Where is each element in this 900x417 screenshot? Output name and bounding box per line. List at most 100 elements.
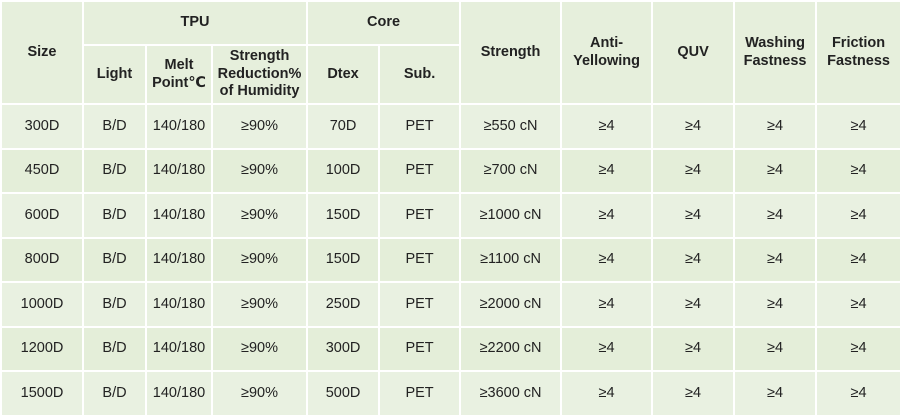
cell-washing-fastness: ≥4 xyxy=(733,236,818,283)
cell-light: B/D xyxy=(82,192,147,239)
header-strength-reduction: Strength Reduction% of Humidity xyxy=(210,44,309,105)
cell-melt-point: 140/180 xyxy=(145,236,213,283)
cell-quv: ≥4 xyxy=(651,370,736,417)
cell-friction-fastness: ≥4 xyxy=(815,325,900,372)
cell-size: 600D xyxy=(0,192,84,239)
cell-quv: ≥4 xyxy=(651,147,736,194)
cell-dtex: 500D xyxy=(306,370,381,417)
table-row: 800D B/D 140/180 ≥90% 150D PET ≥1100 cN … xyxy=(0,236,900,283)
header-anti-yellowing: Anti-Yellowing xyxy=(560,0,654,105)
cell-strength-reduction: ≥90% xyxy=(210,281,309,328)
cell-strength-reduction: ≥90% xyxy=(210,325,309,372)
cell-anti-yellowing: ≥4 xyxy=(560,192,654,239)
cell-strength-reduction: ≥90% xyxy=(210,370,309,417)
header-tpu-group: TPU xyxy=(81,0,309,46)
cell-washing-fastness: ≥4 xyxy=(733,281,818,328)
cell-light: B/D xyxy=(82,325,147,372)
cell-dtex: 150D xyxy=(306,236,381,283)
cell-melt-point: 140/180 xyxy=(145,192,213,239)
table-body: 300D B/D 140/180 ≥90% 70D PET ≥550 cN ≥4… xyxy=(0,103,900,417)
cell-size: 1000D xyxy=(0,281,84,328)
cell-strength-reduction: ≥90% xyxy=(210,192,309,239)
cell-strength-reduction: ≥90% xyxy=(210,147,309,194)
cell-size: 800D xyxy=(0,236,84,283)
cell-friction-fastness: ≥4 xyxy=(815,103,900,150)
cell-anti-yellowing: ≥4 xyxy=(560,370,654,417)
cell-size: 1500D xyxy=(0,370,84,417)
cell-melt-point: 140/180 xyxy=(145,103,213,150)
cell-melt-point: 140/180 xyxy=(145,281,213,328)
cell-anti-yellowing: ≥4 xyxy=(560,281,654,328)
header-row-top: Size TPU Core Strength Anti-Yellowing QU… xyxy=(0,0,900,105)
cell-friction-fastness: ≥4 xyxy=(815,370,900,417)
cell-washing-fastness: ≥4 xyxy=(733,370,818,417)
cell-dtex: 70D xyxy=(306,103,381,150)
cell-sub: PET xyxy=(378,281,462,328)
header-sub: Sub. xyxy=(378,44,462,105)
table-row: 600D B/D 140/180 ≥90% 150D PET ≥1000 cN … xyxy=(0,192,900,239)
cell-size: 300D xyxy=(0,103,84,150)
header-quv: QUV xyxy=(651,0,736,105)
cell-strength-reduction: ≥90% xyxy=(210,103,309,150)
cell-dtex: 300D xyxy=(306,325,381,372)
cell-anti-yellowing: ≥4 xyxy=(560,147,654,194)
cell-sub: PET xyxy=(378,103,462,150)
cell-melt-point: 140/180 xyxy=(145,370,213,417)
cell-strength: ≥700 cN xyxy=(459,147,563,194)
cell-melt-point: 140/180 xyxy=(145,325,213,372)
cell-strength: ≥1100 cN xyxy=(459,236,563,283)
cell-strength: ≥3600 cN xyxy=(459,370,563,417)
cell-anti-yellowing: ≥4 xyxy=(560,325,654,372)
table-row: 1500D B/D 140/180 ≥90% 500D PET ≥3600 cN… xyxy=(0,370,900,417)
header-friction-fastness: Friction Fastness xyxy=(815,0,900,105)
header-row-sub: Light Melt Point℃ Strength Reduction% of… xyxy=(1,44,900,105)
cell-quv: ≥4 xyxy=(651,281,736,328)
cell-strength: ≥2200 cN xyxy=(459,325,563,372)
table-row: 1200D B/D 140/180 ≥90% 300D PET ≥2200 cN… xyxy=(0,325,900,372)
cell-sub: PET xyxy=(378,370,462,417)
cell-sub: PET xyxy=(378,192,462,239)
cell-light: B/D xyxy=(82,236,147,283)
cell-light: B/D xyxy=(82,370,147,417)
cell-quv: ≥4 xyxy=(651,192,736,239)
cell-dtex: 150D xyxy=(306,192,381,239)
cell-size: 1200D xyxy=(0,325,84,372)
cell-washing-fastness: ≥4 xyxy=(733,325,818,372)
cell-anti-yellowing: ≥4 xyxy=(560,103,654,150)
header-light: Light xyxy=(82,44,147,105)
cell-light: B/D xyxy=(82,103,147,150)
header-strength: Strength xyxy=(459,0,563,105)
cell-friction-fastness: ≥4 xyxy=(815,192,900,239)
cell-washing-fastness: ≥4 xyxy=(733,103,818,150)
header-dtex: Dtex xyxy=(306,44,381,105)
header-core-group: Core xyxy=(306,0,462,46)
cell-friction-fastness: ≥4 xyxy=(815,236,900,283)
header-size: Size xyxy=(0,0,84,105)
table-row: 300D B/D 140/180 ≥90% 70D PET ≥550 cN ≥4… xyxy=(0,103,900,150)
cell-washing-fastness: ≥4 xyxy=(733,147,818,194)
cell-washing-fastness: ≥4 xyxy=(733,192,818,239)
cell-quv: ≥4 xyxy=(651,103,736,150)
cell-melt-point: 140/180 xyxy=(145,147,213,194)
cell-strength: ≥1000 cN xyxy=(459,192,563,239)
cell-anti-yellowing: ≥4 xyxy=(560,236,654,283)
cell-quv: ≥4 xyxy=(651,236,736,283)
cell-sub: PET xyxy=(378,147,462,194)
cell-sub: PET xyxy=(378,325,462,372)
cell-dtex: 100D xyxy=(306,147,381,194)
cell-dtex: 250D xyxy=(306,281,381,328)
cell-friction-fastness: ≥4 xyxy=(815,147,900,194)
table-row: 1000D B/D 140/180 ≥90% 250D PET ≥2000 cN… xyxy=(0,281,900,328)
cell-quv: ≥4 xyxy=(651,325,736,372)
cell-light: B/D xyxy=(82,147,147,194)
header-melt-point: Melt Point℃ xyxy=(145,44,213,105)
cell-friction-fastness: ≥4 xyxy=(815,281,900,328)
cell-strength: ≥550 cN xyxy=(459,103,563,150)
cell-sub: PET xyxy=(378,236,462,283)
header-washing-fastness: Washing Fastness xyxy=(733,0,818,105)
cell-light: B/D xyxy=(82,281,147,328)
cell-strength: ≥2000 cN xyxy=(459,281,563,328)
table-header: Size TPU Core Strength Anti-Yellowing QU… xyxy=(0,0,900,105)
table-row: 450D B/D 140/180 ≥90% 100D PET ≥700 cN ≥… xyxy=(0,147,900,194)
